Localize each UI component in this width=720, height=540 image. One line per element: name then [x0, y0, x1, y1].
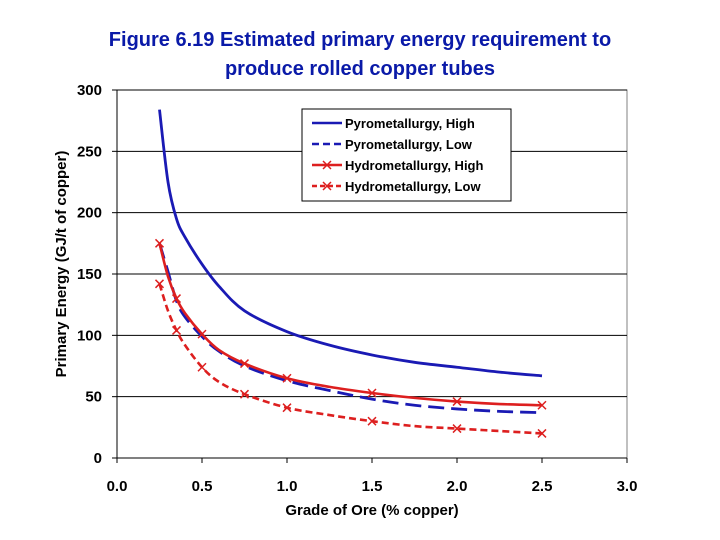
legend-item: Hydrometallurgy, Low	[312, 179, 481, 194]
y-tick-label: 200	[77, 205, 102, 222]
y-axis-label: Primary Energy (GJ/t of copper)	[53, 151, 70, 378]
x-tick-label: 2.0	[447, 478, 468, 495]
x-tick-label: 3.0	[617, 478, 638, 495]
chart-title-line-2: produce rolled copper tubes	[224, 58, 496, 80]
x-tick-label: 1.0	[277, 478, 298, 495]
x-axis-label: Grade of Ore (% copper)	[285, 502, 458, 519]
y-tick-label: 300	[77, 82, 102, 99]
data-point-marker	[239, 389, 250, 399]
series-line	[158, 109, 543, 378]
legend-label: Hydrometallurgy, Low	[345, 179, 481, 194]
y-tick-label: 50	[85, 389, 102, 406]
y-tick-label: 150	[77, 266, 102, 283]
data-point-marker	[154, 238, 165, 248]
axes: 0 50 100 150 200 250 300 0.0 0.5 1.0 1.5 2.0 2.5 3.0	[77, 82, 637, 495]
series-lines	[154, 109, 547, 438]
data-point-marker	[171, 325, 182, 335]
legend-item: Hydrometallurgy, High	[312, 158, 484, 173]
y-tick-label: 100	[77, 327, 102, 344]
legend-marker	[322, 181, 332, 191]
legend-label: Pyrometallurgy, Low	[345, 137, 473, 152]
data-point-marker	[452, 397, 462, 407]
x-tick-label: 1.5	[362, 478, 383, 495]
data-point-marker	[452, 424, 462, 434]
legend-marker	[322, 160, 332, 170]
data-point-marker	[197, 329, 207, 339]
x-tick-label: 0.0	[107, 478, 128, 495]
x-tick-label: 0.5	[192, 478, 213, 495]
y-tick-label: 0	[94, 450, 102, 467]
data-point-marker	[154, 279, 165, 289]
legend: Pyrometallurgy, High Pyrometallurgy, Low H…	[301, 108, 512, 202]
chart-title-line-1: Figure 6.19 Estimated primary energy req…	[108, 29, 612, 51]
series-hydrometallurgy-low	[154, 279, 547, 438]
series-pyrometallurgy-high	[158, 109, 543, 378]
y-tick-label: 250	[77, 143, 102, 160]
data-point-marker	[171, 294, 182, 304]
legend-item: Pyrometallurgy, Low	[312, 137, 473, 152]
x-tick-label: 2.5	[532, 478, 553, 495]
legend-label: Hydrometallurgy, High	[345, 158, 484, 173]
legend-label: Pyrometallurgy, High	[345, 116, 475, 131]
series-line	[158, 283, 543, 435]
data-point-marker	[197, 362, 207, 372]
data-point-marker	[282, 403, 292, 413]
data-point-marker	[367, 416, 377, 426]
data-point-marker	[537, 400, 547, 410]
data-point-marker	[367, 388, 377, 398]
chart-title: Figure 6.19 Estimated primary energy req…	[0, 26, 720, 84]
legend-item: Pyrometallurgy, High	[312, 116, 475, 131]
data-point-marker	[537, 428, 547, 438]
series-hydrometallurgy-high	[154, 238, 547, 410]
data-point-marker	[239, 359, 250, 369]
data-point-marker	[282, 373, 292, 383]
